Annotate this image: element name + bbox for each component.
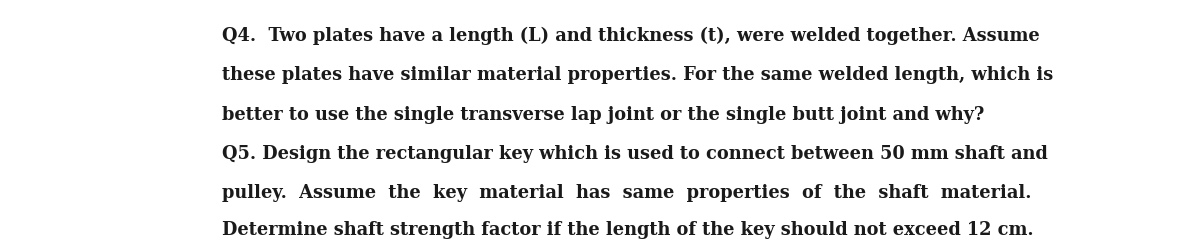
Text: Q4.  Two plates have a length (L) and thickness (t), were welded together. Assum: Q4. Two plates have a length (L) and thi… <box>222 27 1039 45</box>
Text: Determine shaft strength factor if the length of the key should not exceed 12 cm: Determine shaft strength factor if the l… <box>222 221 1033 239</box>
Text: pulley.  Assume  the  key  material  has  same  properties  of  the  shaft  mate: pulley. Assume the key material has same… <box>222 184 1032 202</box>
Text: these plates have similar material properties. For the same welded length, which: these plates have similar material prope… <box>222 66 1054 84</box>
Text: Q5. Design the rectangular key which is used to connect between 50 mm shaft and: Q5. Design the rectangular key which is … <box>222 145 1048 163</box>
Text: better to use the single transverse lap joint or the single butt joint and why?: better to use the single transverse lap … <box>222 106 984 124</box>
